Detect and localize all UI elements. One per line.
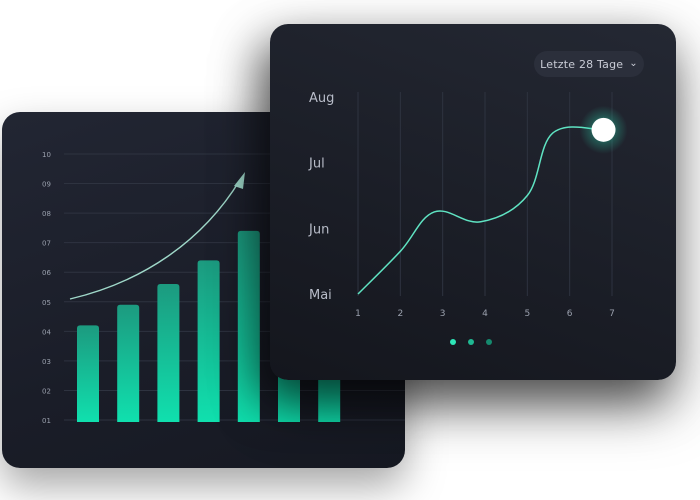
bar-y-tick-label: 04	[42, 328, 51, 336]
line-x-tick-label: 6	[567, 309, 573, 319]
bar	[117, 304, 140, 422]
line-y-tick-label: Mai	[309, 288, 332, 303]
line-chart-card: Mai Jun Jul Aug 1 2 3 4 5 6 7 Letzte 28 Tage ⌄	[270, 24, 676, 380]
bar	[237, 230, 260, 422]
bar	[77, 325, 99, 422]
line-x-tick-label: 1	[355, 309, 361, 319]
bar-y-tick-label: 07	[42, 240, 51, 248]
pagination-dot[interactable]	[486, 339, 492, 345]
line-y-tick-label: Jun	[308, 222, 329, 237]
bar-y-tick-label: 05	[42, 299, 51, 307]
bar	[197, 260, 220, 422]
line-x-tick-label: 7	[609, 309, 615, 319]
line-y-tick-label: Jul	[308, 157, 325, 172]
bar-y-tick-label: 09	[42, 181, 51, 189]
line-x-tick-label: 4	[482, 309, 488, 319]
line-chart: Mai Jun Jul Aug 1 2 3 4 5 6 7	[308, 91, 628, 319]
trend-arrow-line	[69, 179, 241, 300]
bar-y-tick-label: 01	[42, 417, 51, 425]
pagination-dot-active[interactable]	[450, 339, 456, 345]
bar	[157, 284, 180, 422]
bar-y-tick-label: 10	[42, 151, 51, 159]
chevron-down-icon: ⌄	[629, 57, 638, 69]
bar-y-tick-label: 08	[42, 210, 51, 218]
bar-y-tick-label: 02	[42, 387, 51, 395]
bar-y-tick-label: 03	[42, 358, 51, 366]
line-x-tick-label: 2	[397, 309, 403, 319]
pagination-dots	[450, 339, 492, 345]
pagination-dot[interactable]	[468, 339, 474, 345]
line-series-path	[357, 126, 604, 295]
bar-y-tick-label: 06	[42, 269, 51, 277]
highlight-point[interactable]	[591, 117, 616, 142]
trend-arrow-head-icon	[234, 172, 245, 189]
line-y-tick-label: Aug	[309, 91, 334, 106]
date-range-label: Letzte 28 Tage	[540, 57, 624, 71]
date-range-dropdown[interactable]: Letzte 28 Tage ⌄	[534, 51, 644, 77]
line-x-tick-label: 5	[524, 309, 530, 319]
line-x-tick-label: 3	[440, 309, 446, 319]
